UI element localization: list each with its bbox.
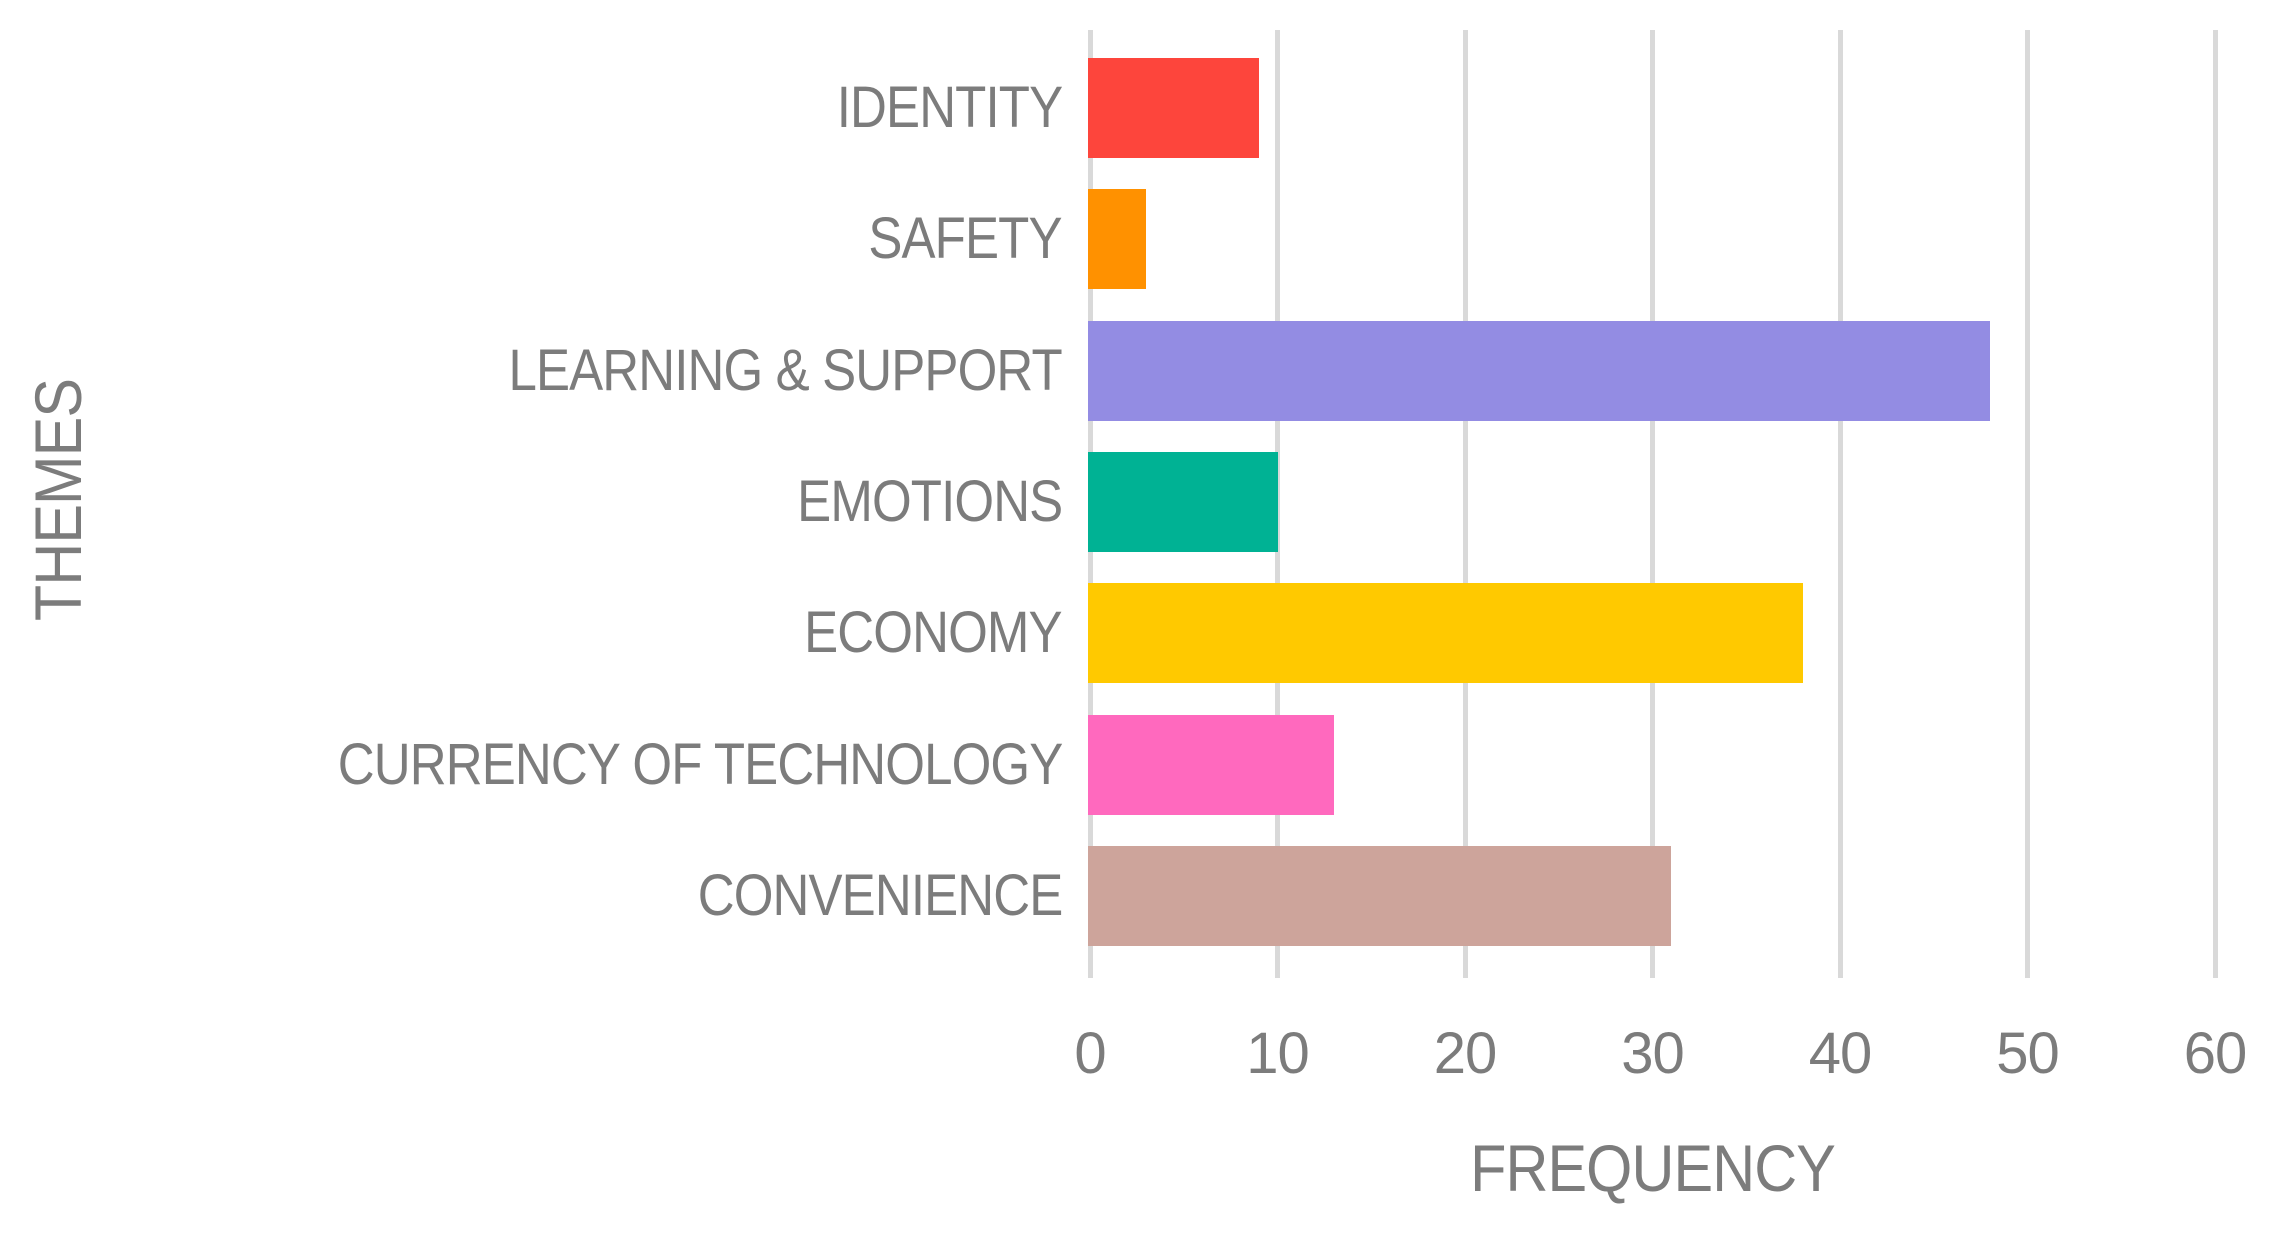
gridline xyxy=(1837,30,1843,978)
y-axis-title: THEMES xyxy=(21,378,95,622)
bar-safety xyxy=(1087,189,1147,290)
x-axis-title: FREQUENCY xyxy=(1470,1131,1836,1205)
x-tick-label: 60 xyxy=(2183,1021,2248,1086)
bar-convenience xyxy=(1087,845,1672,946)
category-label: SAFETY xyxy=(868,206,1063,272)
category-label: CONVENIENCE xyxy=(697,862,1063,928)
gridline xyxy=(1650,30,1655,978)
category-label: ECONOMY xyxy=(804,600,1062,666)
x-tick-label: 0 xyxy=(1074,1021,1106,1086)
x-tick-label: 20 xyxy=(1433,1021,1498,1086)
gridline xyxy=(1275,30,1280,978)
bar-emotions xyxy=(1087,451,1278,552)
x-tick-label: 40 xyxy=(1808,1021,1873,1086)
x-tick-label: 10 xyxy=(1246,1021,1310,1086)
category-label: CURRENCY OF TECHNOLOGY xyxy=(337,731,1062,797)
x-tick-label: 50 xyxy=(1996,1021,2060,1086)
category-label: IDENTITY xyxy=(836,75,1063,140)
category-label: LEARNING & SUPPORT xyxy=(508,337,1063,403)
bar-economy xyxy=(1087,583,1803,684)
gridline xyxy=(1462,30,1468,978)
gridline xyxy=(2025,30,2030,978)
gridline xyxy=(2212,30,2218,978)
category-label: EMOTIONS xyxy=(796,468,1063,534)
bar-currency-of-technology xyxy=(1087,714,1334,815)
bar-identity xyxy=(1087,58,1259,158)
bar-learning-support xyxy=(1087,320,1990,421)
x-tick-label: 30 xyxy=(1621,1021,1685,1086)
